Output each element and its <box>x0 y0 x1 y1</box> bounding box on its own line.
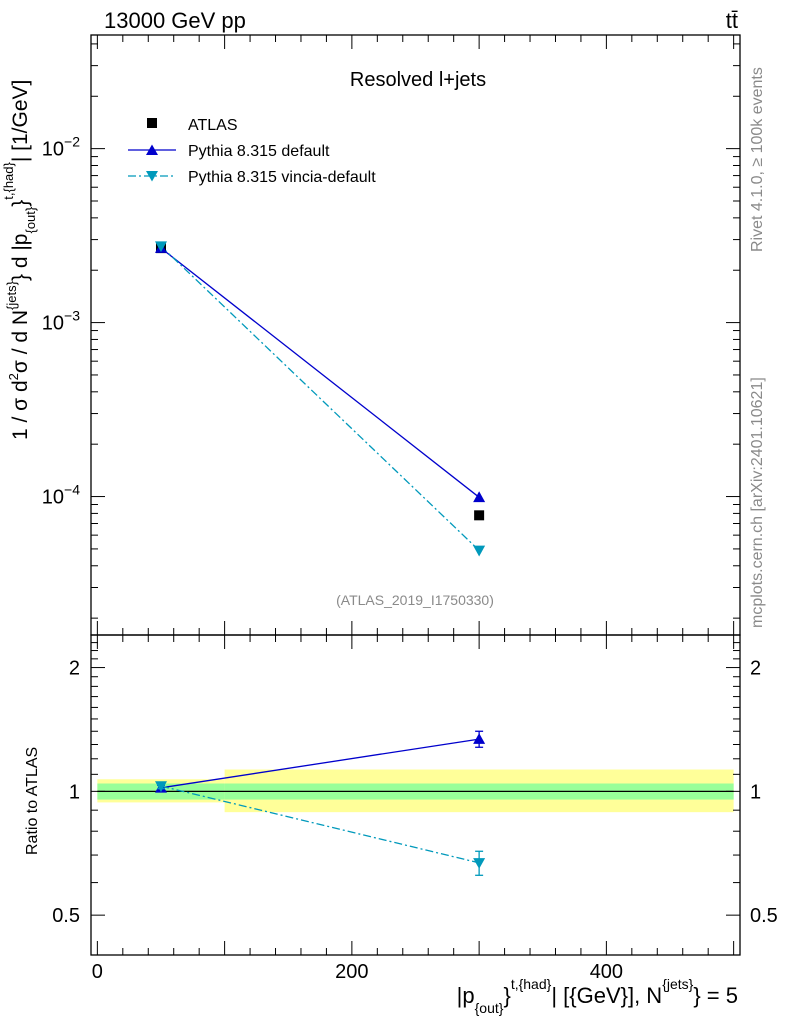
legend-default-label: Pythia 8.315 default <box>188 143 330 160</box>
ratio-y-tick-label: 2 <box>69 658 80 680</box>
ratio-y-axis: 2 2 1 1 0.5 0.5 <box>52 634 778 956</box>
ratio-y-tick-label-right: 0.5 <box>750 905 778 927</box>
legend-atlas-label: ATLAS <box>188 117 238 134</box>
ratio-y-tick-label: 1 <box>69 781 80 803</box>
default-data-point <box>473 491 486 503</box>
x-axis: 0 200 400 <box>92 35 735 983</box>
energy-label: 13000 GeV pp <box>104 8 246 33</box>
ratio-y-tick-label-right: 2 <box>750 658 761 680</box>
main-y-axis: 10−2 10−3 10−4 <box>42 43 740 619</box>
ratio-y-tick-label: 0.5 <box>52 905 80 927</box>
vincia-ratio-line <box>160 785 480 864</box>
plot-title: Resolved l+jets <box>350 69 486 91</box>
main-y-tick-label: 10−4 <box>42 482 80 509</box>
x-tick-label: 200 <box>335 961 368 983</box>
rivet-version-label: Rivet 4.1.0, ≥ 100k events <box>749 67 766 252</box>
vincia-data-point <box>473 545 486 557</box>
vincia-series-line <box>160 245 480 551</box>
ratio-y-tick-label-right: 1 <box>750 781 761 803</box>
main-y-axis-label: 1 / σ d2σ / d N{jets}} d |p{out}}t,{had}… <box>1 80 38 440</box>
default-ratio-point <box>473 733 486 744</box>
ratio-plot-frame <box>90 634 741 956</box>
default-ratio-line <box>160 738 480 789</box>
legend-vincia-marker <box>146 171 158 182</box>
vincia-ratio-point <box>473 858 486 869</box>
x-axis-label: |p{out}}t,{had}| [{GeV}], N{jets}} = 5 <box>457 976 738 1016</box>
legend-vincia-label: Pythia 8.315 vincia-default <box>188 169 376 186</box>
x-tick-label: 0 <box>92 961 103 983</box>
mcplots-label: mcplots.cern.ch [arXiv:2401.10621] <box>749 377 766 628</box>
process-label: tt̄ <box>726 8 738 33</box>
main-y-tick-label: 10−3 <box>42 308 80 335</box>
vincia-ratio-point <box>154 781 167 793</box>
x-tick-label: 400 <box>590 961 623 983</box>
legend: ATLAS Pythia 8.315 default Pythia 8.315 … <box>128 117 376 186</box>
main-y-tick-label: 10−2 <box>42 134 80 161</box>
legend-default-marker <box>146 144 158 155</box>
vincia-data-point <box>154 241 167 253</box>
analysis-label: (ATLAS_2019_I1750330) <box>336 592 494 608</box>
default-series-line <box>160 247 480 498</box>
ratio-y-axis-label: Ratio to ATLAS <box>24 747 41 855</box>
atlas-data-point <box>474 510 485 521</box>
legend-atlas-marker <box>147 118 157 128</box>
